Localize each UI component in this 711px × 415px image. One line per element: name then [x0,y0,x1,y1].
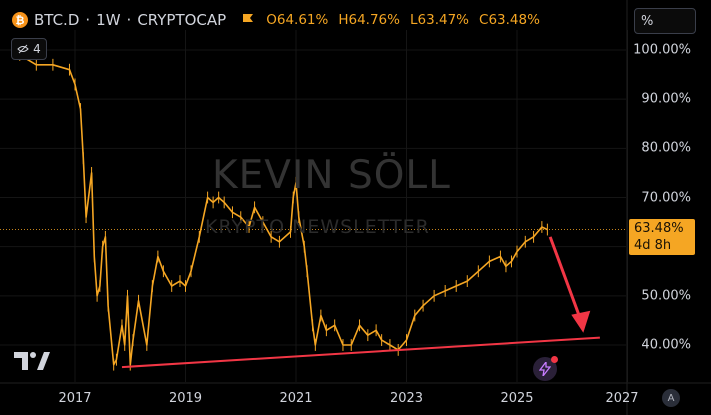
last-price-tag: 63.48% 4d 8h [629,219,695,255]
watermark-subtitle: KRYPTO NEWSLETTER [205,216,430,238]
exchange-label: CRYPTOCAP [137,11,227,29]
ohlc-close: C63.48% [479,12,540,28]
price-tick-label: 50.00% [641,288,691,304]
annotations-layer [0,229,627,369]
time-tick-label: 2027 [605,391,639,406]
eye-off-icon [17,44,29,54]
watermark-title: KEVIN SÖLL [212,153,451,198]
support-trendline [121,336,600,369]
separator: · [85,11,91,29]
interval-label[interactable]: 1W [96,11,121,29]
tradingview-logo[interactable] [14,348,50,372]
symbol-header[interactable]: ₿ BTC.D · 1W · CRYPTOCAP O64.61% H64.76%… [12,9,540,31]
ohlc-open: O64.61% [266,12,329,28]
series-line [19,54,548,366]
time-tick-label: 2023 [389,391,424,406]
auto-scale-button[interactable]: A [662,389,680,407]
symbol-name[interactable]: BTC.D [34,11,80,29]
notification-dot [551,356,558,363]
series-layer [19,49,548,371]
time-tick-label: 2021 [279,391,313,406]
flag-icon[interactable] [242,13,254,27]
price-tick-label: 40.00% [641,337,691,353]
separator: · [126,11,132,29]
price-tick-label: 90.00% [641,91,691,107]
alerts-bolt-button[interactable] [533,356,558,381]
price-tick-label: 80.00% [641,140,691,156]
ohlc-low: L63.47% [409,12,469,28]
down-arrow-shaft [548,236,582,320]
bitcoin-icon: ₿ [12,12,28,28]
down-arrow-head [571,310,591,333]
last-price-value: 63.48% [634,221,684,236]
time-tick-label: 2019 [168,391,203,406]
time-tick-label: 2017 [58,391,92,406]
price-tick-label: 100.00% [633,42,691,58]
bar-countdown: 4d 8h [634,238,672,253]
indicators-count: 4 [33,42,41,56]
price-tick-label: 70.00% [641,190,691,205]
lightning-icon [539,362,551,376]
scale-mode-button[interactable]: % [634,8,696,34]
indicators-toggle[interactable]: 4 [11,38,47,60]
ohlc-high: H64.76% [338,12,400,28]
time-tick-label: 2025 [500,391,534,406]
ohlc-values: O64.61% H64.76% L63.47% C63.48% [266,12,540,28]
